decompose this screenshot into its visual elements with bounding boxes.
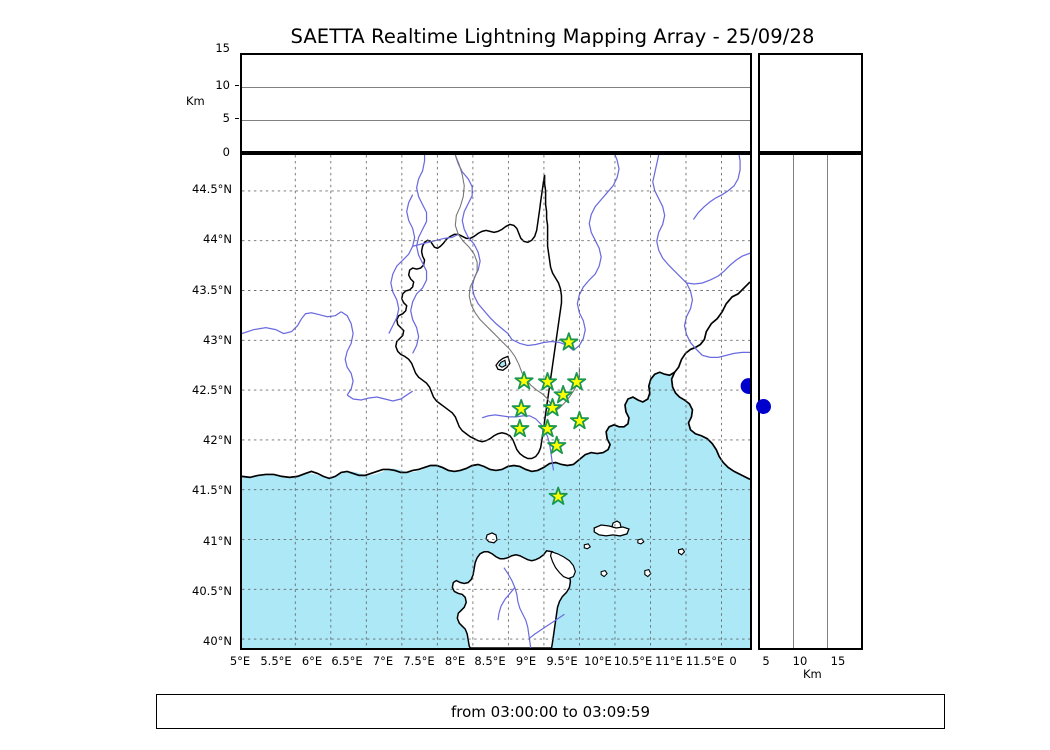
- map-xtick-11: 11°E: [655, 654, 683, 668]
- map-ytick-44: 44°N: [203, 232, 232, 246]
- corner-panel: [758, 53, 863, 153]
- chart-title: SAETTA Realtime Lightning Mapping Array …: [290, 25, 815, 48]
- rivers-sardinia: [497, 567, 565, 648]
- lma-station-star[interactable]: [537, 418, 558, 438]
- time-range-text: from 03:00:00 to 03:09:59: [450, 702, 650, 721]
- map-xtick-8: 8°E: [444, 654, 466, 668]
- lma-station-star[interactable]: [542, 397, 563, 417]
- map-xtick-7: 7°E: [372, 654, 394, 668]
- island-elba-main: [593, 524, 630, 537]
- lma-station-star[interactable]: [537, 372, 558, 391]
- island-gorgona: [583, 543, 592, 550]
- map-xtick-7-5: 7.5°E: [403, 654, 435, 668]
- map-ytick-41: 41°N: [203, 534, 232, 548]
- map-gridlines: [242, 155, 750, 648]
- right-panel-gridline-10: [826, 155, 828, 648]
- map-xtick-6-5: 6.5°E: [331, 654, 363, 668]
- map-xtick-5: 5°E: [229, 654, 251, 668]
- right-panel-xtick-0: 0: [729, 654, 737, 668]
- landmass-sardinia: [451, 549, 572, 648]
- map-ytick-44-5: 44.5°N: [192, 182, 232, 196]
- map-xtick-5-5: 5.5°E: [260, 654, 292, 668]
- top-panel-ytick-15: 15: [215, 41, 230, 55]
- right-panel-xtick-10: 10: [792, 654, 808, 668]
- lightning-source-dot[interactable]: [740, 378, 750, 394]
- lightning-source-markers[interactable]: [740, 378, 750, 394]
- lma-station-star[interactable]: [559, 332, 579, 351]
- lma-station-star[interactable]: [569, 410, 590, 430]
- map-ytick-43-5: 43.5°N: [192, 283, 232, 297]
- coastline-italy-tyrrhenian: [670, 371, 750, 481]
- map-ytick-42-5: 42.5°N: [192, 383, 232, 397]
- lma-station-star[interactable]: [548, 486, 568, 505]
- lma-station-star[interactable]: [510, 418, 530, 438]
- top-panel-gridline-10: [242, 87, 750, 89]
- map-xtick-10: 10°E: [584, 654, 612, 668]
- right-panel-xtick-5: 5: [762, 654, 770, 668]
- map-ytick-41-5: 41.5°N: [192, 483, 232, 497]
- rivers: [242, 155, 750, 402]
- time-range-bar: from 03:00:00 to 03:09:59: [156, 694, 945, 729]
- map-xtick-9: 9°E: [515, 654, 537, 668]
- lma-station-star[interactable]: [553, 385, 573, 404]
- map-panel[interactable]: [240, 153, 752, 650]
- right-cross-section-panel: [756, 153, 863, 650]
- map-xtick-6: 6°E: [301, 654, 323, 668]
- island-pianosa: [600, 570, 608, 578]
- lma-station-star[interactable]: [511, 398, 531, 418]
- top-panel-ytick-5: 5: [222, 111, 230, 125]
- top-panel-tickmark-5: [235, 118, 239, 120]
- map-ytick-40-5: 40.5°N: [192, 584, 232, 598]
- lma-station-star[interactable]: [514, 371, 534, 390]
- right-panel-gridline-5: [793, 155, 795, 648]
- map-xtick-10-5: 10.5°E: [613, 654, 653, 668]
- island-giglio: [678, 548, 686, 556]
- sardinia-ne-detail: [549, 551, 577, 580]
- right-panel-xtick-15: 15: [830, 654, 846, 668]
- top-panel-ytick-10: 10: [215, 78, 230, 92]
- island-montecristo: [644, 569, 652, 578]
- top-panel-ytick-0: 0: [222, 145, 230, 159]
- corsica-west-bay-1: [498, 359, 507, 368]
- top-panel-axis-label: Km: [186, 94, 205, 108]
- map-ytick-42: 42°N: [203, 433, 232, 447]
- map-ytick-43: 43°N: [203, 333, 232, 347]
- lma-station-markers[interactable]: [510, 332, 590, 505]
- right-panel-axis-label: Km: [803, 667, 822, 681]
- map-ytick-40: 40°N: [203, 634, 232, 648]
- map-xtick-8-5: 8.5°E: [474, 654, 506, 668]
- lma-station-star[interactable]: [547, 435, 567, 455]
- top-panel-gridline-5: [242, 119, 750, 121]
- right-panel-source-dot: [756, 399, 771, 414]
- top-panel-tickmark-10: [235, 85, 239, 87]
- lma-station-star[interactable]: [567, 372, 587, 391]
- top-cross-section-panel: [240, 53, 752, 153]
- map-canvas[interactable]: [242, 155, 750, 648]
- map-xtick-11-5: 11.5°E: [685, 654, 725, 668]
- map-xtick-9-5: 9.5°E: [546, 654, 578, 668]
